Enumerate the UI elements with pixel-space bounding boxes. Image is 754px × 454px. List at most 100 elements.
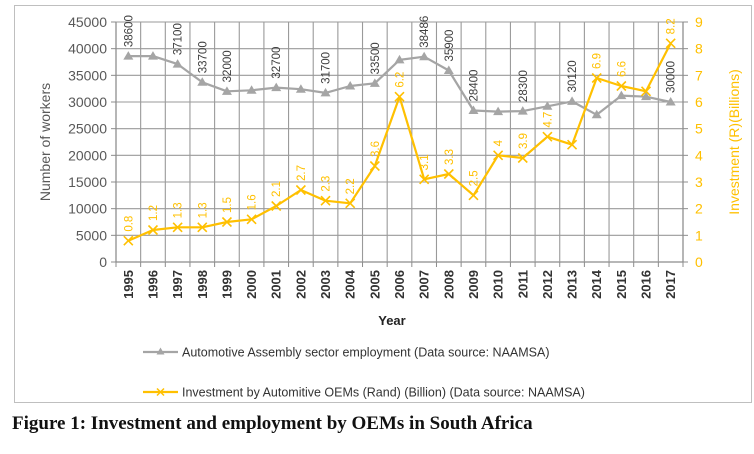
y-right-tick-label: 3 [695, 174, 703, 190]
investment-point [369, 160, 380, 172]
employment-point [246, 85, 257, 94]
investment-data-label: 0.8 [123, 216, 135, 232]
data-labels: 38600 37100 33700 32000 32700 31700 33500 38486… [123, 15, 677, 232]
legend-label-employment: Automotive Assembly sector employment (D… [182, 346, 550, 360]
y-axis-right-title: Investment (R)(Billions) [726, 69, 742, 214]
employment-data-label: 38486 [419, 16, 431, 48]
employment-data-label: 30000 [666, 61, 678, 93]
y-left-tick-label: 0 [99, 254, 107, 270]
investment-point [172, 222, 183, 233]
employment-data-label: 33500 [370, 42, 382, 74]
x-tick-label: 1996 [145, 270, 160, 299]
y-left-tick-label: 25000 [68, 121, 107, 137]
employment-point [221, 86, 232, 95]
x-axis-ticks: 1995 1996 1997 1998 1999 2000 2001 2002 2003 2004… [121, 269, 678, 299]
employment-point [517, 106, 528, 115]
employment-point [641, 91, 652, 101]
x-tick-label: 2003 [318, 270, 333, 299]
x-tick-label: 2006 [392, 270, 407, 299]
y-left-tick-label: 15000 [68, 174, 107, 190]
investment-point [221, 216, 233, 228]
x-axis-title: Year [378, 313, 405, 328]
y-axis-left-ticks: 0 5000 10000 15000 20000 25000 30000 35000 40000… [68, 14, 107, 270]
investment-point [394, 91, 405, 102]
employment-point [394, 54, 405, 64]
investment-data-label: 8.2 [666, 18, 678, 34]
y-right-tick-label: 2 [695, 201, 703, 217]
axes [111, 21, 688, 267]
investment-point [320, 195, 331, 206]
x-tick-label: 2015 [614, 270, 629, 299]
investment-point [640, 86, 652, 97]
x-tick-label: 2008 [441, 270, 456, 299]
investment-data-label: 3.6 [370, 141, 382, 157]
employment-point [419, 51, 430, 61]
y-right-tick-label: 6 [695, 94, 703, 110]
x-tick-label: 2012 [540, 270, 555, 299]
x-tick-label: 2007 [417, 270, 432, 299]
y-right-tick-label: 5 [695, 121, 703, 137]
investment-data-label: 3.1 [419, 154, 431, 170]
x-tick-label: 2017 [663, 270, 678, 299]
employment-data-label: 28400 [468, 70, 480, 102]
employment-point [123, 51, 134, 60]
employment-point [567, 96, 578, 105]
investment-data-label: 6.2 [395, 72, 407, 88]
investment-data-label: 2.5 [468, 170, 480, 186]
investment-point [147, 224, 159, 236]
employment-data-label: 32000 [222, 50, 234, 82]
investment-data-label: 6.9 [592, 53, 604, 69]
employment-point [591, 109, 602, 119]
x-tick-label: 1997 [170, 270, 185, 299]
y-left-tick-label: 5000 [76, 227, 107, 243]
x-tick-label: 2010 [491, 270, 506, 299]
investment-data-label: 2.3 [321, 176, 333, 192]
figure-caption: Figure 1: Investment and employment by O… [12, 413, 533, 434]
x-marker-icon [156, 387, 165, 397]
employment-data-label: 38600 [123, 15, 135, 47]
investment-data-label: 2.7 [296, 165, 308, 181]
employment-data-label: 28300 [518, 70, 530, 102]
x-tick-label: 2005 [367, 270, 382, 299]
investment-point [271, 200, 282, 212]
investment-data-label: 1.5 [222, 197, 234, 213]
employment-point [468, 105, 479, 115]
employment-point [295, 84, 306, 93]
employment-point [493, 106, 504, 116]
x-tick-label: 2009 [466, 270, 481, 299]
investment-data-label: 3.9 [518, 133, 530, 149]
investment-data-label: 1.3 [197, 202, 209, 218]
investment-data-label: 2.2 [345, 178, 357, 194]
investment-data-label: 1.3 [173, 202, 185, 218]
investment-data-label: 4.7 [542, 112, 554, 128]
investment-point [566, 139, 578, 150]
legend-item-employment: Automotive Assembly sector employment (D… [143, 346, 550, 360]
employment-data-label: 31700 [321, 52, 333, 84]
series-markers [123, 38, 676, 246]
investment-point [443, 168, 454, 180]
employment-point [147, 51, 158, 60]
y-right-tick-label: 4 [695, 147, 703, 163]
investment-data-label: 6.6 [616, 61, 628, 77]
investment-point [197, 222, 208, 233]
legend: Automotive Assembly sector employment (D… [143, 346, 585, 400]
investment-point [665, 38, 676, 49]
y-left-tick-label: 40000 [68, 41, 107, 57]
y-right-tick-label: 0 [695, 254, 703, 270]
investment-data-label: 2.1 [271, 181, 283, 197]
y-left-tick-label: 35000 [68, 67, 107, 83]
investment-point [123, 235, 134, 246]
employment-point [172, 59, 183, 68]
x-tick-label: 2013 [565, 270, 580, 299]
y-left-tick-label: 20000 [68, 147, 107, 163]
employment-data-label: 32700 [271, 47, 283, 79]
investment-point [468, 190, 479, 201]
investment-point [616, 80, 627, 92]
y-right-tick-label: 8 [695, 41, 703, 57]
employment-data-label: 35900 [444, 30, 456, 62]
investment-point [591, 72, 602, 84]
x-tick-label: 2016 [639, 270, 654, 299]
x-tick-label: 2004 [343, 269, 358, 299]
investment-point [345, 198, 356, 209]
